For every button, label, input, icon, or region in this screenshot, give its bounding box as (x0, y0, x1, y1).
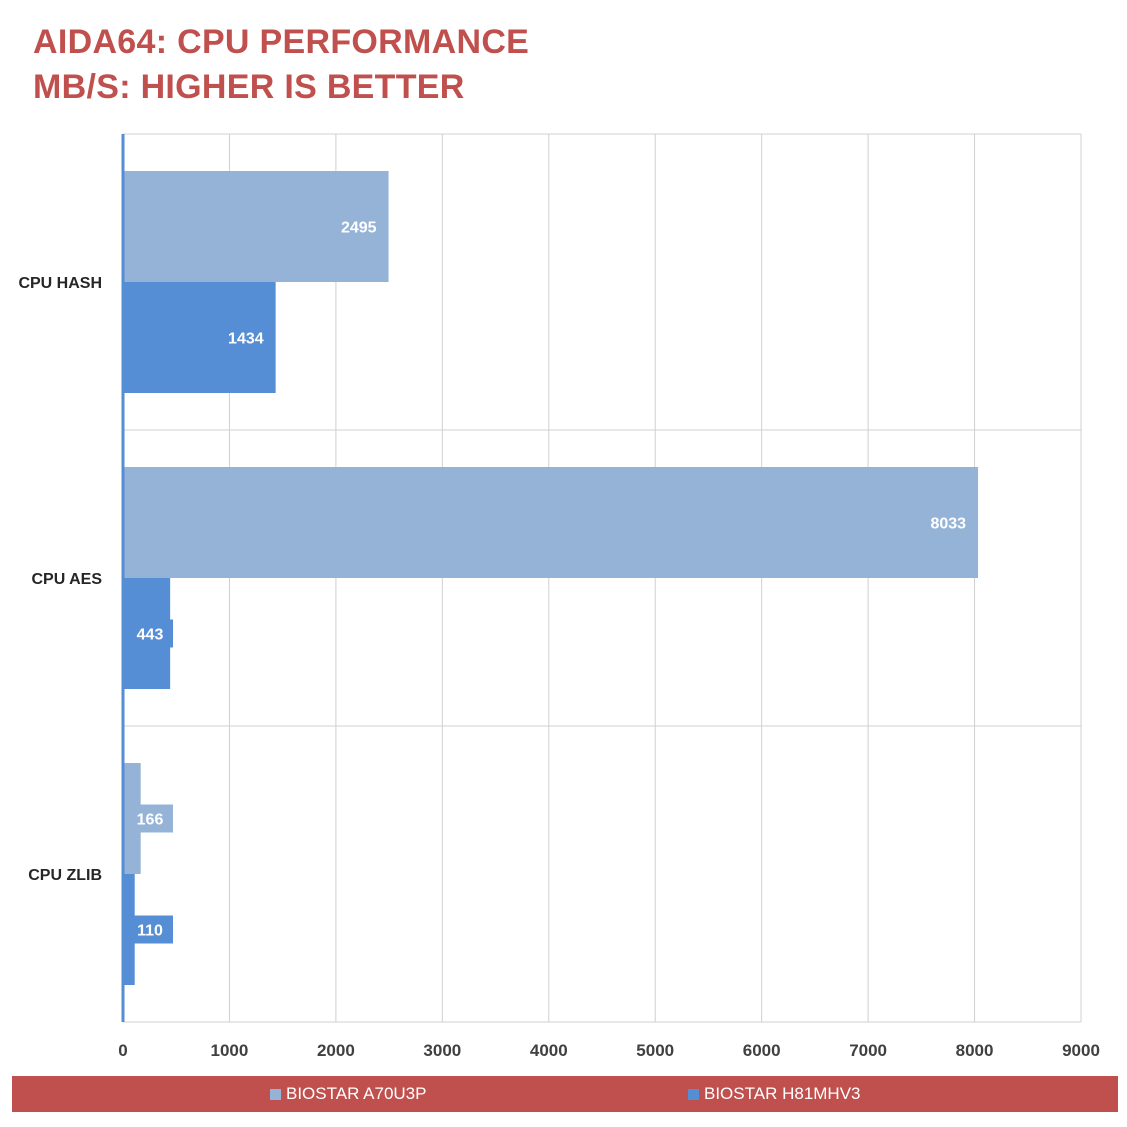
data-label-cpu-zlib-series-2: 110 (137, 923, 163, 940)
x-tick-label-6000: 6000 (743, 1041, 781, 1060)
x-tick-label-3000: 3000 (423, 1041, 461, 1060)
category-label-cpu-aes: CPU AES (31, 571, 102, 588)
category-label-cpu-hash: CPU HASH (18, 275, 102, 292)
legend-item-series-2: BIOSTAR H81MHV3 (688, 1084, 861, 1103)
x-tick-label-7000: 7000 (849, 1041, 887, 1060)
data-label-box-cpu-zlib-series-1 (126, 804, 173, 833)
legend: BIOSTAR A70U3P BIOSTAR H81MHV3 (12, 1076, 1118, 1112)
legend-label-series-1: BIOSTAR A70U3P (286, 1084, 427, 1103)
chart-title: AIDA64: CPU PERFORMANCE MB/S: HIGHER IS … (33, 20, 529, 110)
x-tick-label-4000: 4000 (530, 1041, 568, 1060)
data-label-cpu-aes-series-1: 8033 (930, 516, 966, 533)
legend-swatch-series-2 (688, 1088, 699, 1100)
chart-title-line-2: MB/S: HIGHER IS BETTER (33, 68, 465, 106)
x-tick-label-1000: 1000 (211, 1041, 249, 1060)
x-tick-label-9000: 9000 (1062, 1041, 1100, 1060)
chart-title-line-1: AIDA64: CPU PERFORMANCE (33, 23, 530, 61)
data-label-cpu-zlib-series-1: 166 (137, 812, 164, 829)
x-tick-label-8000: 8000 (956, 1041, 994, 1060)
data-label-box-cpu-aes-series-2 (126, 619, 173, 648)
legend-swatch-series-1 (270, 1088, 281, 1100)
data-label-box-cpu-zlib-series-2 (126, 915, 173, 944)
bar-cpu-hash-series-2 (123, 282, 276, 393)
bar-cpu-hash-series-1 (123, 171, 389, 282)
x-tick-label-2000: 2000 (317, 1041, 355, 1060)
legend-item-series-1: BIOSTAR A70U3P (270, 1084, 427, 1103)
data-label-cpu-hash-series-2: 1434 (228, 331, 264, 348)
bar-cpu-aes-series-1 (123, 467, 979, 578)
legend-label-series-2: BIOSTAR H81MHV3 (704, 1084, 861, 1103)
x-tick-label-5000: 5000 (636, 1041, 674, 1060)
category-label-cpu-zlib: CPU ZLIB (28, 867, 102, 884)
data-label-cpu-aes-series-2: 443 (137, 627, 164, 644)
x-tick-label-0: 0 (118, 1041, 127, 1060)
data-label-cpu-hash-series-1: 2495 (341, 220, 377, 237)
